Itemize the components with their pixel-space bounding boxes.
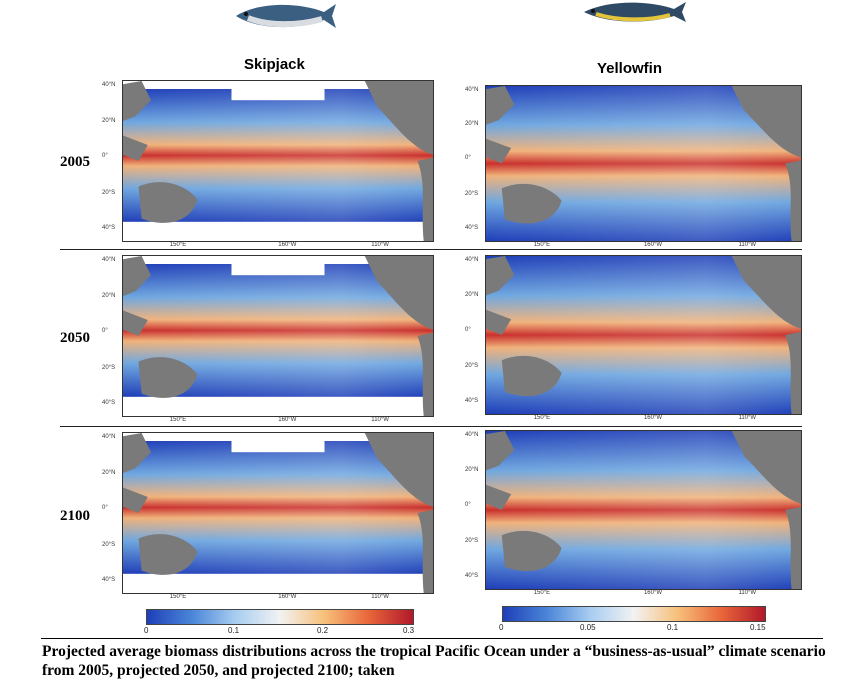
colorbar-yellowfin-tick-0: 0 [499,623,504,632]
lat-label: 20°S [465,538,479,545]
lat-label: 20°S [102,364,116,371]
lat-label: 20°N [465,121,479,128]
lat-label: 40°N [102,257,116,264]
lon-label: 150°E [169,594,187,600]
lat-label: 20°N [102,469,116,476]
year-label-2100: 2100 [60,508,90,524]
colorbar-skipjack-tick-2: 0.2 [317,626,329,635]
lat-label: 20°N [465,292,479,299]
lat-label: 0° [102,152,108,159]
lon-label: 160°W [278,417,297,423]
lat-label: 40°S [465,225,479,232]
column-title-yellowfin: Yellowfin [597,60,663,77]
lat-label: 0° [465,326,471,333]
column-title-skipjack: Skipjack [244,56,305,73]
lon-label: 150°E [533,242,551,248]
lon-label: 150°E [169,417,187,423]
lon-label: 110°W [738,415,757,421]
lat-label: 20°S [465,191,479,198]
colorbar-skipjack-tick-3: 0.3 [403,626,415,635]
lon-label: 160°W [278,594,297,600]
lon-label: 160°W [278,242,297,248]
lat-label: 0° [102,327,108,334]
figure-caption: Projected average biomass distributions … [42,643,826,679]
lon-label: 110°W [371,417,389,423]
lat-label: 20°N [102,292,116,299]
map-panel-skipjack-2050 [122,255,434,417]
lat-label: 40°S [102,576,116,583]
map-panel-yellowfin-2050 [485,255,802,415]
lat-label: 40°S [465,397,479,404]
map-panel-skipjack-2005 [122,80,434,242]
lon-label: 160°W [643,242,663,248]
caption-rule [41,638,823,639]
map-panel-yellowfin-2005 [485,85,802,242]
year-label-2050: 2050 [60,330,90,346]
lon-label: 110°W [371,594,389,600]
lat-label: 40°N [102,82,116,89]
year-label-2005: 2005 [60,154,90,170]
lat-label: 20°S [102,189,116,196]
colorbar-skipjack-tick-0: 0 [144,626,149,635]
skipjack-tuna-icon [228,0,338,32]
lat-label: 20°N [465,467,479,474]
colorbar-skipjack-tick-1: 0.1 [228,626,240,635]
colorbar-yellowfin-tick-1: 0.05 [580,623,596,632]
lat-label: 40°S [102,399,116,406]
row-divider-1 [60,249,802,250]
lon-label: 160°W [643,415,663,421]
map-panel-skipjack-2100 [122,432,434,594]
lon-label: 150°E [169,242,187,248]
lat-label: 20°S [102,541,116,548]
lat-label: 0° [102,504,108,511]
lat-label: 0° [465,155,471,162]
lat-label: 40°S [465,572,479,579]
yellowfin-tuna-icon [578,0,688,28]
colorbar-yellowfin-tick-2: 0.1 [667,623,679,632]
lat-label: 20°N [102,117,116,124]
lon-label: 160°W [643,590,663,596]
lon-label: 110°W [371,242,389,248]
colorbar-skipjack [146,609,414,625]
lat-label: 40°N [465,257,479,264]
lat-label: 40°N [102,434,116,441]
row-divider-2 [60,426,802,427]
lon-label: 150°E [533,590,551,596]
map-panel-yellowfin-2100 [485,430,802,590]
lat-label: 40°S [102,224,116,231]
lat-label: 40°N [465,87,479,94]
colorbar-yellowfin [502,606,766,622]
lon-label: 110°W [738,590,757,596]
lat-label: 40°N [465,432,479,439]
colorbar-yellowfin-tick-3: 0.15 [750,623,766,632]
lat-label: 0° [465,501,471,508]
lat-label: 20°S [465,363,479,370]
lon-label: 150°E [533,415,551,421]
lon-label: 110°W [738,242,757,248]
